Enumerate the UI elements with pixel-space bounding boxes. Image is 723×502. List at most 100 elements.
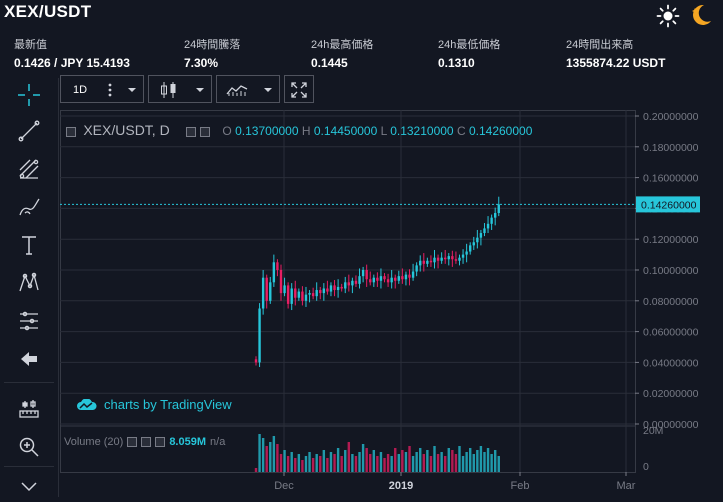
pair-title: XEX/USDT [4, 2, 92, 21]
candle-body [469, 245, 472, 252]
close-icon[interactable] [155, 437, 166, 447]
candle-body [344, 282, 347, 289]
indicators-select[interactable] [216, 75, 280, 103]
eye-icon[interactable] [127, 437, 138, 447]
candle-body [476, 237, 479, 243]
volume-bar [465, 452, 468, 472]
volume-bar [322, 450, 326, 472]
candle-body [429, 260, 433, 263]
volume-tick-label: 0 [643, 461, 649, 473]
time-tick-label: Mar [617, 480, 636, 492]
tradingview-watermark[interactable]: charts by TradingView [76, 397, 232, 412]
volume-bar [493, 450, 497, 472]
settings-icon[interactable] [141, 437, 152, 447]
candle-body [347, 282, 351, 286]
candle-body [415, 265, 418, 272]
candle-body [304, 294, 308, 301]
fib-tool-icon[interactable] [14, 154, 44, 184]
volume-bar [497, 456, 500, 472]
interval-value[interactable]: 1D [72, 84, 88, 96]
price-tick-label: 0.20000000 [643, 111, 699, 123]
candle-body [265, 277, 268, 301]
volume-bar [297, 454, 301, 472]
volume-bar [379, 452, 383, 472]
moon-icon[interactable] [688, 2, 714, 28]
fullscreen-button[interactable] [284, 75, 314, 103]
candle-body [497, 204, 500, 214]
volume-bar [365, 448, 368, 472]
prediction-tool-icon[interactable] [14, 306, 44, 336]
chart-frame [60, 110, 636, 473]
trend-line-icon[interactable] [14, 116, 44, 146]
candle-body [465, 251, 468, 255]
candle-body [283, 285, 286, 294]
candle-body [319, 290, 322, 294]
candle-body [361, 270, 365, 277]
candle-body [444, 257, 447, 260]
stat-label: 24h最低価格 [438, 39, 501, 51]
time-tick-label: 2019 [389, 480, 413, 492]
volume-bar [419, 448, 422, 472]
crosshair-icon[interactable] [14, 80, 44, 110]
pattern-tool-icon[interactable] [14, 268, 44, 298]
volume-bar [401, 450, 404, 472]
candle-body [311, 293, 315, 297]
volume-bar [458, 446, 461, 472]
chevron-down-icon[interactable] [14, 472, 44, 502]
low-label: L [380, 124, 387, 138]
settings-icon[interactable] [199, 126, 210, 137]
brush-icon[interactable] [14, 192, 44, 222]
price-tick-label: 0.04000000 [643, 357, 699, 369]
volume-legend: Volume (20) 8.059M n/a [64, 436, 225, 448]
collapse-icon[interactable] [66, 126, 76, 137]
candles-icon[interactable] [149, 76, 189, 104]
measure-icon[interactable] [14, 394, 44, 424]
indicators-icon[interactable] [217, 76, 257, 104]
fullscreen-icon[interactable] [285, 76, 313, 104]
volume-bar [369, 454, 372, 472]
arrow-left-icon[interactable] [14, 344, 44, 374]
interval-select[interactable]: 1D [60, 75, 144, 103]
stat-value: 0.1310 [438, 56, 475, 70]
volume-bar [479, 446, 483, 472]
high-label: H [301, 124, 311, 138]
volume-bar [301, 460, 304, 472]
price-tick-label: 0.10000000 [643, 265, 699, 277]
close-value: 0.14260000 [468, 124, 533, 138]
price-tick-label: 0.18000000 [643, 142, 699, 154]
candle-body [490, 217, 493, 224]
chart-area[interactable]: 0.200000000.180000000.160000000.14000000… [60, 110, 723, 497]
candle-body [422, 260, 425, 264]
price-chart[interactable]: 0.200000000.180000000.160000000.14000000… [60, 110, 723, 497]
volume-bar [254, 468, 258, 472]
candle-body [365, 270, 368, 280]
chevron-down-icon[interactable] [121, 76, 143, 104]
candle-body [376, 277, 379, 281]
sun-icon[interactable] [656, 4, 680, 28]
candle-body [269, 282, 272, 301]
chevron-down-icon[interactable] [189, 76, 211, 104]
candle-body [286, 285, 290, 304]
price-tick-label: 0.00000000 [643, 419, 699, 431]
volume-bar [358, 452, 361, 472]
more-vertical-icon[interactable] [99, 76, 121, 104]
candle-body [369, 279, 372, 283]
series-legend: XEX/USDT, D O 0.13700000 H 0.14450000 L … [66, 122, 532, 138]
zoom-in-icon[interactable] [14, 432, 44, 462]
candle-body [276, 262, 279, 270]
candle-body [258, 308, 261, 363]
candle-body [493, 213, 497, 218]
volume-bar [469, 448, 472, 472]
chevron-down-icon[interactable] [257, 76, 279, 104]
volume-bar [319, 456, 322, 472]
stat-value: 0.1426 / JPY 15.4193 [14, 56, 130, 70]
volume-bar [461, 456, 465, 472]
volume-bar [361, 444, 365, 472]
stat-value: 1355874.22 USDT [566, 56, 666, 70]
last-price-badge [636, 196, 700, 213]
volume-bar [454, 454, 458, 472]
eye-icon[interactable] [186, 126, 197, 137]
text-tool-icon[interactable] [14, 230, 44, 260]
candle-body [333, 285, 336, 291]
chart-type-select[interactable] [148, 75, 212, 103]
